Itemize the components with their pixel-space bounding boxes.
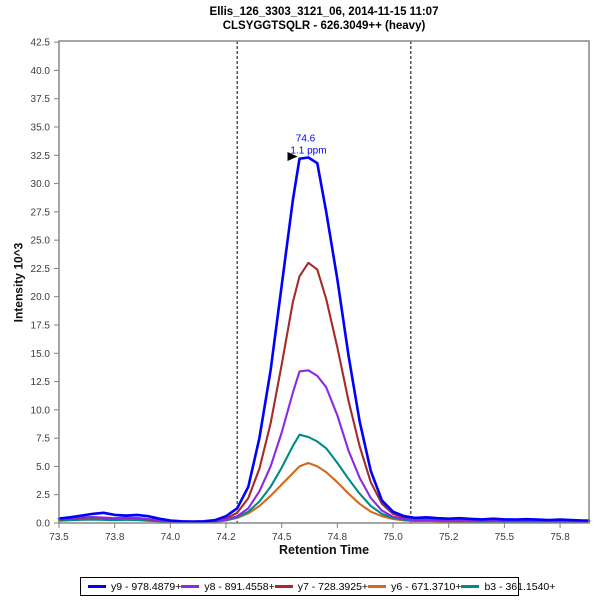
series-line-y6[interactable] — [57, 461, 591, 524]
x-axis-tick-label: 74.0 — [161, 532, 181, 543]
y-axis-tick-label: 22.5 — [31, 264, 51, 275]
y-axis-tick-label: 7.5 — [36, 434, 50, 445]
chart-title-peptide: CLSYGGTSQLR - 626.3049++ (heavy) — [222, 20, 426, 32]
y-axis-tick-label: 30.0 — [31, 179, 51, 190]
y-axis-tick-label: 37.5 — [31, 94, 51, 105]
y-axis-tick-label: 17.5 — [31, 320, 51, 331]
legend-item-y8: y8 - 891.4558+ — [181, 580, 275, 593]
x-axis-tick-label: 74.2 — [216, 532, 236, 543]
peak-ppm-annotation[interactable]: 1.1 ppm — [290, 146, 326, 157]
y-axis-tick-label: 20.0 — [31, 292, 51, 303]
x-axis-tick-label: 75.2 — [439, 532, 459, 543]
x-axis-tick-label: 75.8 — [550, 532, 570, 543]
y-axis-tick-label: 35.0 — [31, 122, 51, 133]
legend-label-y6: y6 - 671.3710+ — [391, 580, 462, 593]
series-line-y8[interactable] — [57, 369, 591, 524]
series-line-b3[interactable] — [57, 433, 591, 524]
y-axis-tick-label: 2.5 — [36, 490, 50, 501]
legend-item-b3: b3 - 361.1540+ — [461, 581, 555, 593]
y-axis-tick-label: 10.0 — [31, 405, 51, 416]
legend-swatch-y9 — [88, 585, 106, 588]
x-axis-tick-label: 75.0 — [383, 532, 403, 543]
y-axis-tick-label: 0.0 — [36, 519, 50, 530]
legend-label-y8: y8 - 891.4558+ — [204, 580, 275, 593]
y-axis-tick-label: 12.5 — [31, 377, 51, 388]
y-axis-tick-label: 15.0 — [31, 349, 51, 360]
y-axis-tick-label: 42.5 — [31, 38, 51, 49]
x-axis-tick-label: 74.5 — [272, 532, 292, 543]
chart-title-file: Ellis_126_3303_3121_06, 2014-11-15 11:07 — [209, 6, 439, 18]
legend-label-y9: y9 - 978.4879+ — [111, 580, 182, 593]
legend-item-y6: y6 - 671.3710+ — [368, 581, 461, 593]
x-axis-title: Retention Time — [278, 543, 370, 557]
plot-border — [58, 40, 590, 524]
y-axis-tick-label: 32.5 — [31, 151, 51, 162]
y-axis-tick-label: 25.0 — [31, 236, 51, 247]
legend: y9 - 978.4879+ y8 - 891.4558+ y7 - 728.3… — [80, 577, 555, 596]
series-line-y9[interactable] — [57, 156, 591, 523]
legend-label-y7: y7 - 728.3925+ — [297, 580, 369, 593]
legend-item-y7: y7 - 728.3925+ — [274, 580, 369, 593]
y-axis-tick-label: 5.0 — [36, 462, 50, 473]
legend-swatch-y6 — [368, 585, 387, 588]
x-axis-tick-label: 73.5 — [49, 532, 69, 543]
legend-swatch-y8 — [181, 585, 200, 588]
legend-swatch-y7 — [274, 585, 293, 588]
y-axis-tick-label: 27.5 — [31, 207, 51, 218]
legend-item-y9: y9 - 978.4879+ — [88, 581, 181, 593]
peak-apex-arrow-icon — [287, 152, 298, 162]
peak-rt-annotation[interactable]: 74.6 — [296, 134, 316, 145]
y-axis-tick-label: 40.0 — [31, 66, 51, 77]
x-axis-tick-label: 75.5 — [495, 532, 515, 543]
legend-swatch-b3 — [461, 585, 480, 588]
legend-label-b3: b3 - 361.1540+ — [484, 580, 556, 593]
x-axis-tick-label: 74.8 — [328, 532, 348, 543]
chart-title-block: Ellis_126_3303_3121_06, 2014-11-15 11:07… — [59, 5, 589, 33]
y-axis-title: Intensity 10^3 — [11, 242, 26, 323]
series-line-y7[interactable] — [57, 261, 591, 524]
x-axis-tick-label: 73.8 — [105, 532, 125, 543]
